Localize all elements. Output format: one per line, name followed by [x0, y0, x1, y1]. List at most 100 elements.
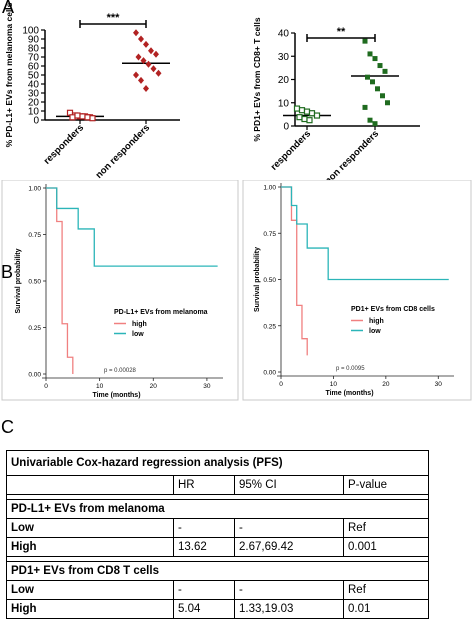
data-point [377, 63, 383, 69]
data-point [153, 50, 159, 58]
cell-pvalue: 0.01 [343, 599, 429, 619]
x-axis-label: Time (months) [92, 392, 140, 399]
section-label-pd1: PD1+ EVs from CD8 T cells [6, 561, 429, 581]
survival-curve-low [281, 186, 449, 281]
y-tick-label: 40 [28, 80, 40, 91]
survival-curve-low [46, 187, 218, 267]
table-row: High 13.62 2.67,69.42 0.001 [6, 537, 429, 557]
data-point [140, 57, 147, 65]
data-point [138, 35, 144, 43]
data-point [306, 117, 313, 124]
panel-label-a: A [2, 0, 15, 17]
data-point [135, 53, 142, 61]
survival-curve-high [46, 187, 74, 374]
y-tick-label: 60 [28, 62, 40, 73]
x-tick-label: 0 [44, 383, 48, 390]
section-label-pdl1: PD-L1+ EVs from melanoma [6, 499, 429, 519]
y-tick-label: 0.75 [263, 231, 276, 238]
table-header-ci: 95% CI [234, 475, 344, 495]
legend-label-low: low [369, 328, 381, 335]
data-point [150, 65, 157, 73]
chart-frame [242, 180, 472, 401]
y-tick-label: 70 [28, 53, 40, 64]
row-label: High [6, 599, 174, 619]
cell-ci: - [234, 518, 344, 538]
data-point [69, 114, 76, 121]
data-point [296, 114, 303, 121]
panel-label-b: B [1, 262, 14, 282]
table-row: High 5.04 1.33,19.03 0.01 [6, 599, 429, 619]
table-section-row: PD-L1+ EVs from melanoma [6, 499, 429, 519]
y-tick-label: 80 [28, 44, 40, 55]
data-point [303, 108, 311, 115]
data-point [372, 121, 378, 127]
y-tick-label: 10 [278, 98, 290, 109]
data-point [385, 100, 390, 106]
cell-ci: 1.33,19.03 [234, 599, 344, 619]
data-point [145, 60, 152, 68]
significance-label: *** [107, 12, 121, 24]
table-header-pvalue: P-value [343, 475, 429, 495]
data-point [293, 105, 301, 112]
x-axis-label: Time (months) [325, 390, 373, 397]
data-point [301, 115, 308, 123]
cell-pvalue: 0.001 [343, 537, 429, 557]
data-point [370, 79, 375, 85]
data-point [298, 107, 306, 114]
x-category-label: responders [42, 122, 86, 166]
y-tick-label: 90 [28, 35, 40, 46]
chart-frame [1, 180, 239, 401]
data-point [89, 115, 96, 122]
table-row: Low - - Ref [6, 580, 429, 600]
x-category-label: responders [269, 128, 313, 172]
x-tick-label: 30 [203, 383, 211, 390]
x-category-label: non responders [323, 128, 382, 180]
panel-label-c: C [1, 417, 14, 437]
data-point [367, 117, 373, 123]
table-row: Low - - Ref [6, 518, 429, 538]
legend-title: PD1+ EVs from CD8 cells [351, 306, 435, 313]
legend-title: PD-L1+ EVs from melanoma [114, 309, 208, 316]
y-tick-label: 0 [33, 116, 39, 127]
y-axis-label: Survival probability [254, 247, 261, 312]
y-tick-label: 0.75 [28, 232, 41, 239]
y-tick-label: 50 [28, 71, 40, 82]
table-title: Univariable Cox-hazard regression analys… [6, 450, 429, 476]
y-tick-label: 20 [278, 75, 290, 86]
data-point [372, 56, 378, 62]
survival-curve-high [281, 186, 308, 356]
y-tick-label: 20 [28, 98, 40, 109]
y-tick-label: 0.25 [263, 323, 276, 330]
cell-pvalue: Ref [343, 580, 429, 600]
data-point [84, 114, 91, 121]
data-point [375, 86, 380, 92]
cell-hr: 13.62 [173, 537, 235, 557]
data-point [382, 68, 388, 74]
scatter-chart-pd1-cd8: 0 10 20 30 40 % PD1+ EVs from CD8+ T cells res… [252, 17, 420, 180]
data-point [313, 112, 321, 119]
y-tick-label: 0.25 [28, 325, 41, 332]
data-point [362, 104, 368, 110]
cell-pvalue: Ref [343, 518, 429, 538]
data-point [380, 93, 385, 99]
significance-label: ** [337, 26, 346, 38]
x-tick-label: 10 [330, 381, 338, 388]
data-point [362, 38, 368, 44]
km-chart-pd1-cd8: 0.00 0.25 0.50 0.75 1.00 0 10 20 30 Time (months)… [242, 180, 472, 401]
y-tick-label: 30 [278, 52, 290, 63]
y-tick-label: 0.00 [28, 372, 41, 379]
y-tick-label: 40 [278, 29, 290, 40]
x-tick-label: 20 [382, 381, 390, 388]
km-chart-pdl1-melanoma: 0.00 0.25 0.50 0.75 1.00 0 10 20 30 Time (months)… [1, 180, 239, 401]
data-point [155, 69, 162, 77]
legend-label-low: low [132, 331, 144, 338]
data-point [74, 112, 81, 119]
y-axis-label: % PD-L1+ EVs from melanoma cells [4, 2, 14, 147]
table-header-blank [6, 475, 174, 495]
data-point [138, 76, 144, 84]
y-tick-label: 0.50 [28, 279, 41, 286]
x-tick-label: 30 [435, 381, 443, 388]
row-label: Low [6, 580, 174, 600]
table-header-hr: HR [173, 475, 235, 495]
cox-regression-table: Univariable Cox-hazard regression analys… [6, 450, 429, 619]
